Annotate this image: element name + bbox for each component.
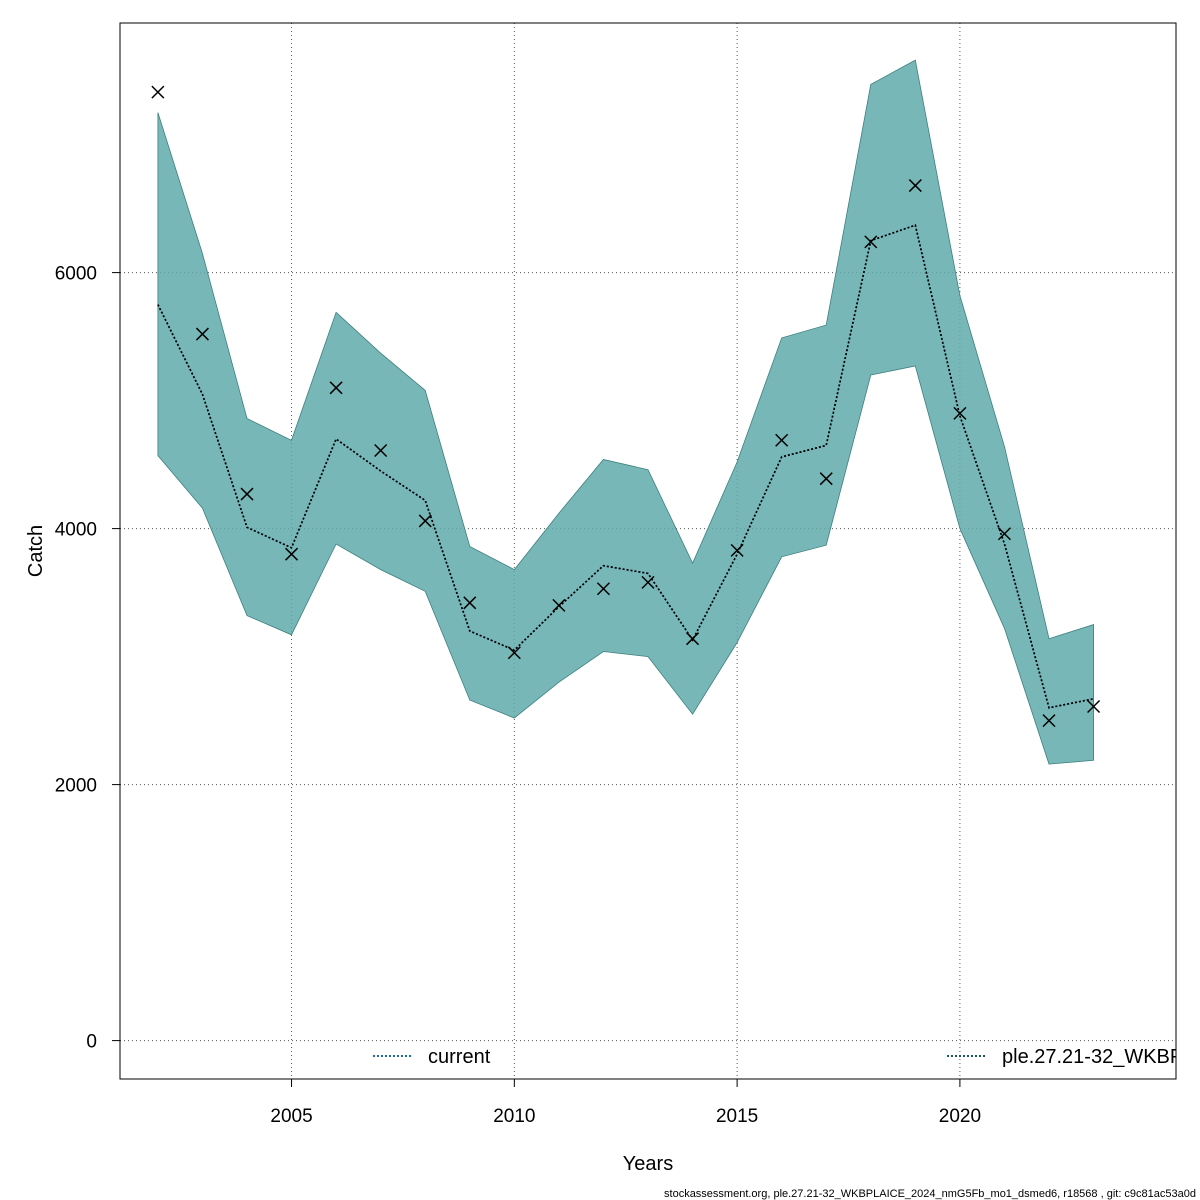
observed-markers	[151, 85, 1101, 728]
legend-label-current: current	[428, 1046, 491, 1068]
observed-point	[1087, 699, 1101, 714]
axes: 2005 2010 2015 2020 0 2000 4000 6000	[55, 264, 981, 1127]
observed-point	[730, 543, 744, 557]
confidence-band-area	[157, 59, 1094, 765]
observed-point	[329, 381, 343, 395]
plot-frame	[119, 22, 1177, 1080]
observed-point	[507, 646, 521, 660]
y-tick-label: 0	[86, 1032, 97, 1053]
observed-point	[240, 487, 254, 501]
x-tick-label: 2005	[270, 1106, 312, 1127]
observed-point	[641, 575, 655, 589]
confidence-band	[157, 59, 1094, 765]
y-tick-label: 4000	[55, 520, 97, 541]
series-line-1	[157, 224, 1094, 709]
observed-point	[374, 443, 388, 458]
observed-point	[195, 327, 209, 341]
observed-point	[596, 582, 610, 596]
observed-point	[819, 472, 833, 486]
x-tick-label: 2015	[716, 1106, 758, 1127]
observed-point	[997, 527, 1011, 541]
y-axis-title: Catch	[25, 525, 47, 577]
observed-point	[285, 547, 299, 561]
observed-point	[775, 433, 789, 447]
observed-point	[864, 235, 878, 249]
observed-point	[418, 514, 432, 528]
observed-point	[151, 85, 165, 99]
footer-note: stockassessment.org, ple.27.21-32_WKBPLA…	[664, 1188, 1196, 1200]
y-tick-label: 2000	[55, 776, 97, 797]
observed-point	[686, 632, 700, 646]
series-lines	[157, 224, 1094, 709]
observed-point	[953, 406, 967, 420]
x-axis-title: Years	[623, 1153, 673, 1175]
legend-label-ple: ple.27.21-32_WKBPLAICE_2024_nmG5Fb_mo1_d…	[1002, 1046, 1200, 1068]
x-tick-label: 2020	[939, 1106, 981, 1127]
x-tick-label: 2010	[493, 1106, 535, 1127]
observed-point	[552, 598, 566, 612]
observed-point	[463, 596, 477, 610]
observed-point	[1042, 714, 1056, 728]
legend: current ple.27.21-32_WKBPLAICE_2024_nmG5…	[373, 1046, 1200, 1068]
observed-point	[908, 179, 922, 193]
y-tick-label: 6000	[55, 264, 97, 285]
